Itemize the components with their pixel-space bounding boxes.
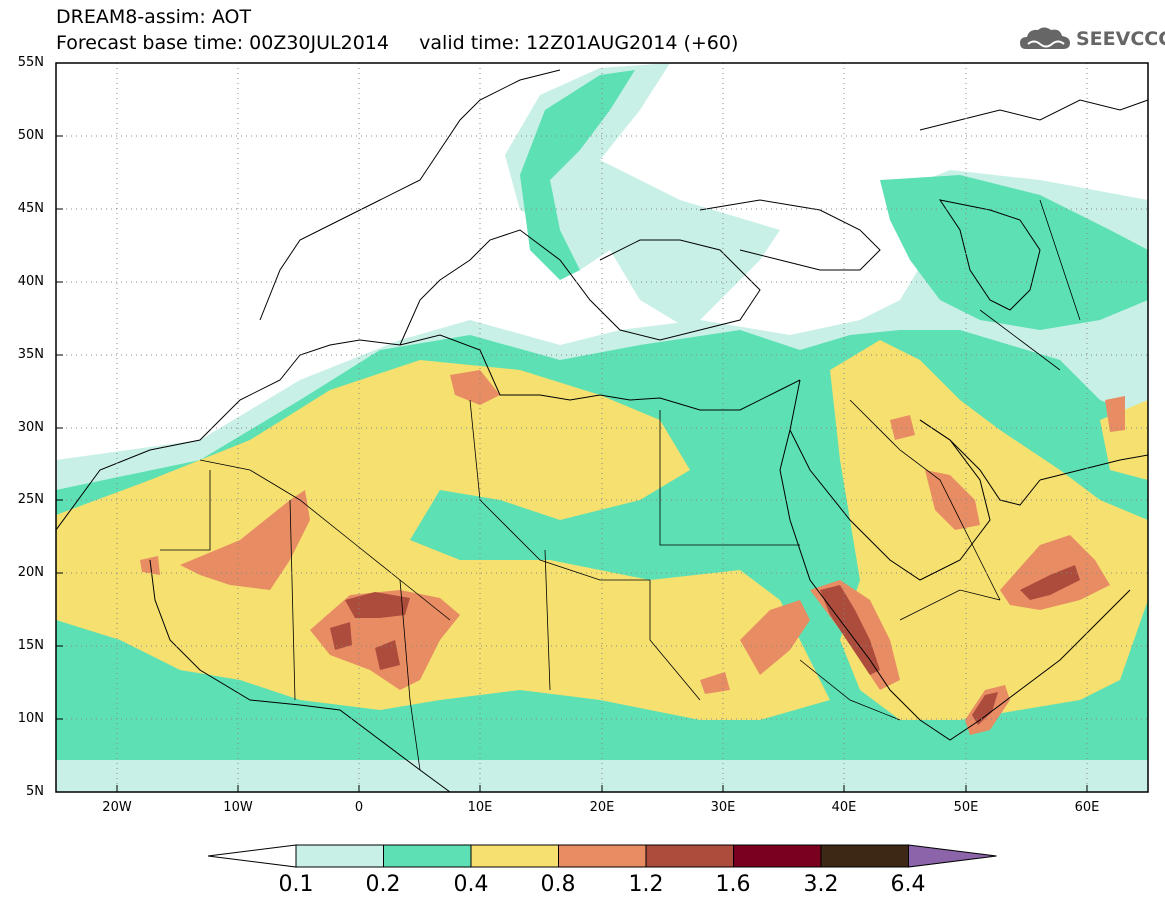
lat-label: 25N	[17, 492, 44, 507]
map-subtitle-times: Forecast base time: 00Z30JUL2014 valid t…	[56, 32, 739, 54]
aot-band-1.2-yemen	[972, 692, 998, 725]
colorbar	[207, 844, 997, 868]
colorbar-swatch	[470, 844, 559, 868]
graticule	[56, 63, 1148, 792]
colorbar-swatch	[645, 844, 734, 868]
lon-label: 50E	[953, 800, 979, 815]
colorbar-swatch	[733, 844, 822, 868]
axis-ticks	[56, 62, 1088, 793]
colorbar-label: 1.2	[628, 872, 664, 897]
cloud-logo-icon	[1020, 27, 1070, 49]
aot-band-0.8-saudi	[925, 470, 980, 530]
aot-band-1.2-oman	[1020, 565, 1080, 600]
aot-band-0.2-europe	[520, 70, 635, 280]
colorbar-label: 0.4	[453, 872, 489, 897]
lat-label: 30N	[17, 420, 44, 435]
lon-label: 10W	[223, 800, 253, 815]
colorbar-swatch	[820, 844, 909, 868]
aot-band-0.2-caspian	[880, 175, 1148, 330]
aot-band-0.8-libya	[450, 370, 500, 405]
lon-label: 20W	[102, 800, 132, 815]
lat-label: 5N	[26, 784, 44, 799]
lat-label: 50N	[17, 128, 44, 143]
lon-label: 0	[354, 800, 364, 815]
aot-band-1.2-niger	[330, 592, 410, 670]
aot-band-0.8-sudan	[740, 600, 810, 675]
lat-label: 10N	[17, 711, 44, 726]
lat-label: 15N	[17, 638, 44, 653]
colorbar-label: 0.1	[278, 872, 314, 897]
colorbar-label: 1.6	[715, 872, 751, 897]
logo-text: SEEVCCC	[1076, 28, 1165, 50]
lat-label: 35N	[17, 347, 44, 362]
colorbar-over-arrow	[908, 844, 997, 868]
lon-label: 20E	[589, 800, 615, 815]
lat-label: 20N	[17, 565, 44, 580]
coastlines	[56, 69, 1148, 792]
colorbar-label: 0.8	[540, 872, 576, 897]
lon-label: 10E	[467, 800, 493, 815]
lat-label: 40N	[17, 274, 44, 289]
colorbar-under-arrow	[207, 844, 297, 868]
lat-label: 45N	[17, 201, 44, 216]
lon-label: 40E	[831, 800, 857, 815]
colorbar-swatch	[558, 844, 647, 868]
lat-label: 55N	[17, 55, 44, 70]
colorbar-swatch	[383, 844, 472, 868]
aot-field	[56, 63, 1148, 792]
aot-band-1.2-redsea	[820, 585, 880, 675]
map-title: DREAM8-assim: AOT	[56, 6, 252, 28]
colorbar-label: 0.2	[365, 872, 401, 897]
colorbar-label: 6.4	[890, 872, 926, 897]
aot-band-0.8-west	[180, 490, 310, 590]
seevccc-logo: SEEVCCC	[1018, 24, 1165, 54]
lon-label: 60E	[1074, 800, 1100, 815]
lon-label: 30E	[710, 800, 736, 815]
aot-band-0.8-niger	[310, 590, 460, 690]
colorbar-swatch	[295, 844, 384, 868]
colorbar-label: 3.2	[803, 872, 839, 897]
aot-band-0.4	[56, 360, 830, 720]
